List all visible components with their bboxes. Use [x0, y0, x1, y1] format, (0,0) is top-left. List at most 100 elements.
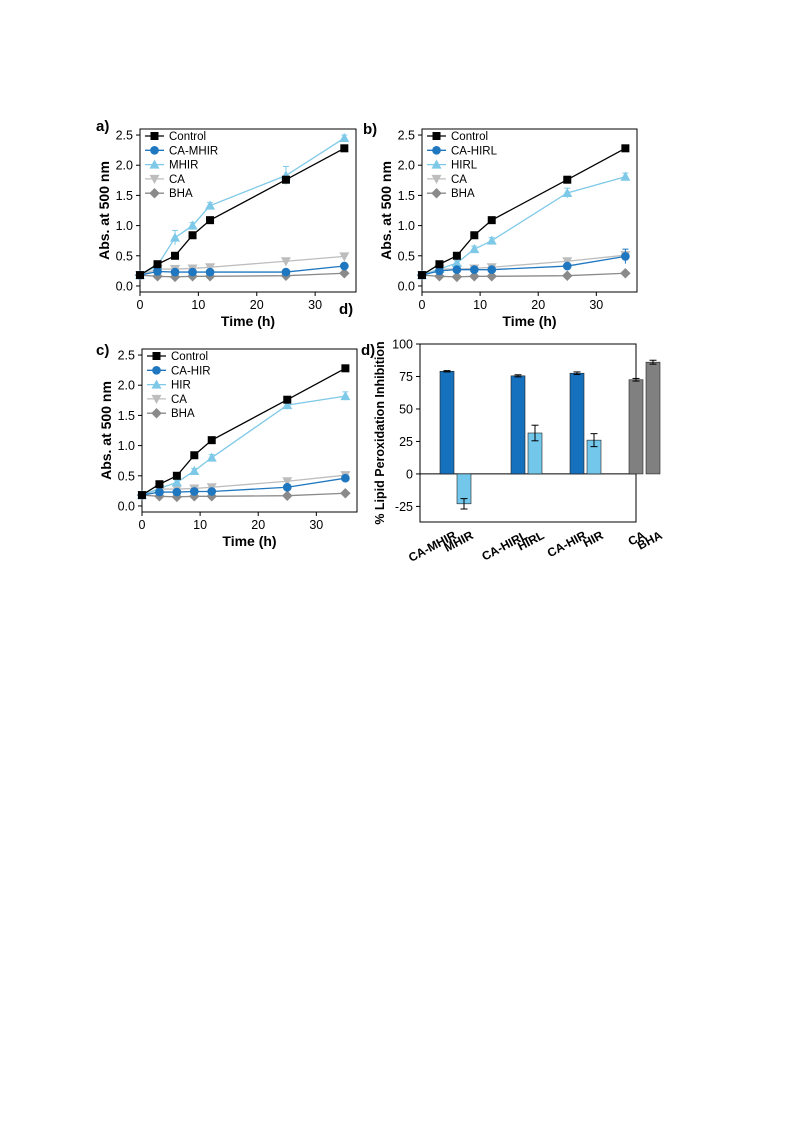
data-point-control [281, 175, 290, 184]
y-tick-label: 1.0 [398, 219, 415, 233]
bar-group-ca-hirl [510, 374, 526, 475]
y-tick-label: 0.0 [116, 279, 133, 293]
line-chart-a: 0.0 0.5 1.0 1.5 2.0 2.5 0 10 20 30 Time (h) Abs. at… [96, 128, 357, 329]
legend-label-ca: CA [171, 394, 187, 406]
legend-label-hirl: HIRL [451, 160, 478, 172]
data-point-control [452, 251, 461, 260]
data-point-ca-hir [341, 473, 350, 483]
legend-marker-bha [149, 187, 160, 199]
data-point-mhir [205, 200, 216, 210]
data-point-hir [189, 465, 200, 475]
x-axis-title: Time (h) [502, 313, 556, 329]
series-mhir [135, 132, 350, 280]
plot-frame [139, 128, 357, 293]
data-point-hirl [469, 243, 480, 254]
data-point-bha [620, 268, 631, 279]
category-label-ca-hir: CA-HIR [545, 528, 589, 560]
series-control [135, 144, 349, 280]
line-chart-c: 0.0 0.5 1.0 1.5 2.0 2.5 0 10 20 30 Time (h) Abs. at… [98, 348, 358, 549]
data-point-control [283, 395, 292, 404]
data-point-bha [340, 488, 351, 499]
data-point-ca-hirl [562, 261, 572, 271]
bar-group-ca [628, 377, 644, 475]
legend-label-hir: HIR [171, 380, 191, 392]
legend-marker-control [152, 351, 161, 360]
panel-c-letter: c) [96, 342, 109, 359]
legend-label-ca-hirl: CA-HIRL [451, 145, 498, 157]
data-point-control [153, 260, 162, 269]
series-control [137, 364, 350, 500]
data-point-hirl [562, 187, 573, 197]
data-point-ca-hir [207, 487, 217, 496]
legend-label-control: Control [169, 131, 206, 143]
bar-group-mhir [456, 473, 472, 510]
data-point-ca-mhir [153, 267, 162, 276]
data-point-ca-hir [155, 487, 164, 497]
data-point-ca-mhir [188, 267, 197, 277]
series-control [417, 144, 630, 280]
data-point-control [341, 364, 350, 373]
y-tick-label: 0 [406, 467, 413, 481]
x-tick-label: 30 [589, 298, 603, 312]
data-point-control [171, 251, 180, 260]
data-point-hir [340, 390, 351, 401]
data-point-ca [339, 252, 350, 262]
data-point-control [206, 216, 215, 225]
legend-label-bha: BHA [171, 408, 195, 420]
data-point-ca-mhir [281, 267, 291, 277]
legend-marker-ca-hirl [432, 145, 441, 155]
data-point-control [487, 216, 496, 225]
legend: Control CA-HIR HIR CA BHA [147, 351, 211, 420]
y-tick-label: 25 [399, 435, 413, 449]
data-point-bha [451, 271, 463, 283]
panel-b: b) 0.0 0.5 1.0 1.5 2.0 2.5 0 10 20 30 Time (h) Abs.… [363, 121, 638, 329]
series-hirl [417, 171, 631, 280]
panel-b-letter: b) [363, 121, 377, 138]
x-tick-label: 30 [308, 298, 322, 312]
data-point-control [470, 231, 479, 240]
data-point-ca-hir [189, 487, 199, 496]
data-point-bha [486, 271, 497, 282]
data-point-control [155, 480, 164, 489]
x-tick-label: 10 [473, 298, 487, 312]
y-tick-label: 0.5 [398, 249, 415, 263]
bar-group-ca-hir [569, 371, 585, 475]
data-point-hir [206, 452, 217, 462]
y-tick-label: -25 [395, 500, 413, 514]
y-tick-label: 100 [392, 338, 413, 352]
y-tick-label: 2.5 [398, 129, 415, 143]
data-point-control [340, 144, 349, 153]
y-tick-label: 0.0 [398, 279, 415, 293]
bar-group-bha [645, 359, 661, 475]
x-tick-label: 20 [531, 298, 545, 312]
plot-frame [141, 348, 358, 513]
data-point-ca [562, 257, 573, 267]
y-tick-label: 50 [399, 402, 413, 416]
data-point-control [563, 175, 572, 184]
legend-marker-ca-hir [152, 365, 161, 375]
data-point-ca [205, 263, 216, 273]
y-tick-label: 75 [399, 370, 413, 384]
x-tick-label: 20 [250, 298, 264, 312]
y-tick-label: 1.0 [116, 219, 133, 233]
y-tick-label: 1.0 [118, 439, 135, 453]
x-tick-label: 0 [419, 298, 426, 312]
bar-group-hir [586, 433, 602, 475]
series-line-ca-mhir [139, 265, 345, 276]
series-line-ca-hir [141, 477, 346, 496]
legend-marker-hir [151, 379, 162, 389]
y-axis-title: % Lipid Peroxidation Inhibition [373, 341, 387, 524]
y-tick-label: 2.5 [118, 349, 135, 363]
data-point-bha [469, 271, 480, 282]
y-tick-label: 1.5 [118, 409, 135, 423]
panel-a-letter: a) [96, 118, 109, 135]
legend-label-mhir: MHIR [169, 160, 198, 172]
legend-label-ca-mhir: CA-MHIR [169, 145, 218, 157]
x-axis-title: Time (h) [221, 313, 275, 329]
panel-c: c) 0.0 0.5 1.0 1.5 2.0 2.5 0 10 20 30 Time (h) Abs.… [96, 342, 358, 549]
data-point-mhir [170, 232, 181, 242]
data-point-ca-mhir [170, 267, 180, 277]
data-point-control [172, 471, 181, 480]
y-axis-title: Abs. at 500 nm [98, 381, 114, 480]
data-point-control [190, 451, 199, 460]
